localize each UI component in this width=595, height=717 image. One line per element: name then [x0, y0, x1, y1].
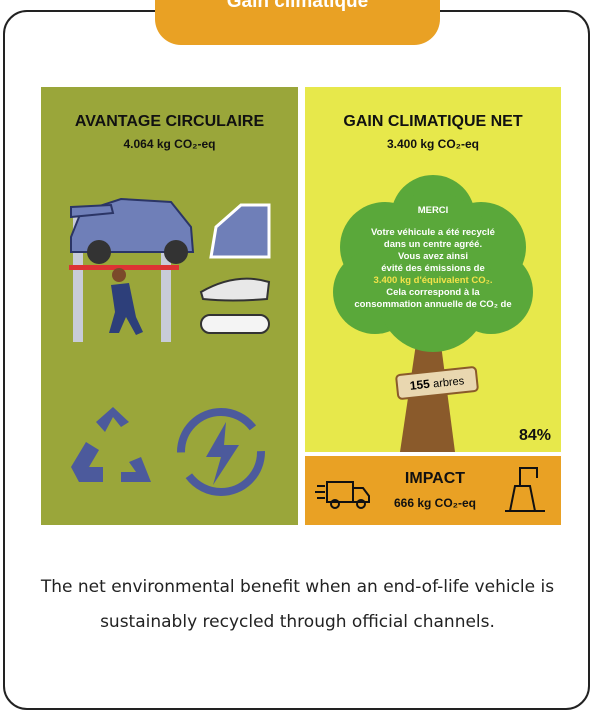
tree-line: Cela correspond à la: [386, 287, 480, 298]
tree-text: MERCI Votre véhicule a été recyclé dans un…: [333, 205, 533, 311]
tree-line: Votre véhicule a été recyclé: [371, 227, 495, 238]
percent: 84%: [518, 427, 551, 444]
illustrations: [69, 197, 271, 496]
circular-panel: AVANTAGE CIRCULAIRE 4.064 kg CO₂-eq: [41, 87, 298, 525]
panel-title: GAIN CLIMATIQUE NET: [343, 113, 523, 130]
sign-number: 155: [409, 376, 431, 393]
panel-title: AVANTAGE CIRCULAIRE: [74, 113, 265, 130]
panel-value: 3.400 kg CO₂-eq: [386, 137, 480, 151]
tree-line: 3.400 kg d'équivalent CO₂.: [373, 275, 493, 286]
sign-unit: arbres: [432, 375, 465, 391]
tree-line: consommation annuelle de CO₂ de: [354, 299, 512, 310]
tab: Gain climatique: [155, 0, 440, 45]
panel-value: 4.064 kg CO₂-eq: [123, 137, 216, 151]
tree-line: dans un centre agréé.: [383, 239, 483, 250]
tree-line: MERCI: [417, 205, 449, 216]
net-gain-panel: GAIN CLIMATIQUE NET 3.400 kg CO₂-eq MERC…: [305, 87, 561, 452]
impact-icons: [315, 467, 545, 512]
tree-line: évité des émissions de: [381, 263, 485, 274]
tree-illustration: [333, 175, 533, 452]
tree-line: Vous avez ainsi: [397, 251, 469, 262]
impact-value: 666 kg CO₂-eq: [393, 496, 477, 510]
caption: The net environmental benefit when an en…: [40, 577, 555, 632]
impact-title: IMPACT: [404, 470, 466, 487]
impact-panel: IMPACT 666 kg CO₂-eq: [305, 456, 561, 525]
